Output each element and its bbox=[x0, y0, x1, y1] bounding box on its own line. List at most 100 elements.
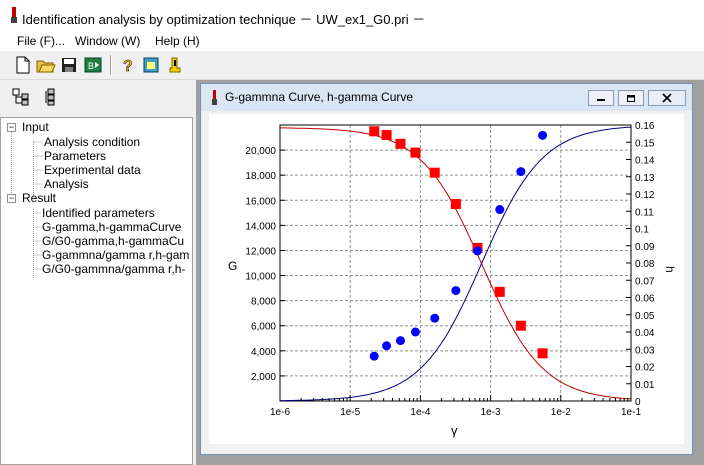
g-data-point bbox=[537, 348, 548, 359]
y-left-tick-label: 18,000 bbox=[245, 171, 276, 182]
tree-node-result[interactable]: Result bbox=[22, 191, 57, 205]
g-data-point bbox=[381, 130, 392, 141]
y-right-tick-label: 0.06 bbox=[635, 294, 655, 305]
h-data-point bbox=[410, 327, 420, 337]
tree-item-analysis-condition[interactable]: Analysis condition bbox=[44, 135, 141, 149]
tree-item-g-g0-gamma-ratio-curve[interactable]: G/G0-gammna/gamma r,h- bbox=[42, 262, 186, 276]
chart-window: G-gammna Curve, h-gamma Curve 1e-6 1e-5 1e… bbox=[200, 83, 693, 455]
app-icon bbox=[11, 7, 17, 23]
tree-item-g-g0-gamma-curve[interactable]: G/G0-gamma,h-gammaCu bbox=[42, 234, 185, 248]
new-file-icon[interactable] bbox=[12, 54, 34, 76]
h-data-point bbox=[382, 341, 392, 351]
tree-lines-input bbox=[11, 132, 43, 199]
toolbar-separator bbox=[110, 55, 112, 75]
tree-panel: − Input Analysis condition Parameters Ex… bbox=[0, 117, 193, 465]
chart-window-title: G-gammna Curve, h-gamma Curve bbox=[225, 90, 414, 104]
y-right-tick-label: 0.09 bbox=[635, 242, 655, 253]
x-tick-label: 1e-1 bbox=[621, 407, 641, 418]
tree-item-parameters[interactable]: Parameters bbox=[44, 149, 107, 163]
close-button[interactable] bbox=[648, 90, 686, 106]
y-right-tick-label: 0.04 bbox=[635, 328, 655, 339]
h-data-point bbox=[516, 167, 526, 177]
h-data-point bbox=[451, 286, 461, 296]
y-right-tick-label: 0.14 bbox=[635, 156, 655, 167]
g-data-point bbox=[450, 199, 461, 210]
g-data-point bbox=[429, 167, 440, 178]
svg-text:?: ? bbox=[123, 58, 133, 74]
chart-window-titlebar[interactable]: G-gammna Curve, h-gamma Curve bbox=[201, 84, 692, 111]
y-right-tick-label: 0.16 bbox=[635, 121, 655, 132]
y-right-tick-label: 0.12 bbox=[635, 190, 655, 201]
chart-markers bbox=[369, 126, 548, 361]
tree-node-input[interactable]: Input bbox=[22, 120, 49, 134]
chart-window-icon bbox=[212, 90, 217, 105]
y-right-tick-label: 0.03 bbox=[635, 345, 655, 356]
y-left-axis-label: G bbox=[228, 259, 237, 273]
x-tick-label: 1e-5 bbox=[340, 407, 360, 418]
g-data-point bbox=[395, 138, 406, 149]
main-toolbar: B ? bbox=[0, 51, 704, 80]
help-icon[interactable]: ? bbox=[117, 54, 139, 76]
y-right-tick-label: 0.01 bbox=[635, 380, 655, 391]
tree-item-g-gamma-ratio-curve[interactable]: G-gammna/gamma r,h-gam bbox=[42, 248, 190, 262]
chart-background bbox=[209, 114, 684, 444]
h-data-point bbox=[495, 205, 505, 215]
window-icon[interactable] bbox=[140, 54, 162, 76]
x-tick-label: 1e-6 bbox=[270, 407, 290, 418]
y-left-tick-label: 10,000 bbox=[245, 272, 276, 283]
tree-lines-result bbox=[33, 209, 41, 279]
x-tick-label: 1e-4 bbox=[410, 407, 430, 418]
minimize-button[interactable] bbox=[588, 90, 614, 106]
y-right-tick-label: 0.02 bbox=[635, 363, 655, 374]
tree-expand-icon[interactable] bbox=[10, 86, 32, 108]
svg-text:B: B bbox=[88, 61, 94, 71]
g-data-point bbox=[515, 320, 526, 331]
y-right-tick-label: 0.11 bbox=[635, 207, 654, 218]
h-data-point bbox=[538, 130, 548, 140]
menu-bar: File (F)... Window (W) Help (H) bbox=[0, 32, 704, 51]
export-icon[interactable]: B bbox=[82, 54, 104, 76]
y-left-tick-label: 20,000 bbox=[245, 146, 276, 157]
g-data-point bbox=[369, 126, 380, 137]
h-data-point bbox=[430, 313, 440, 323]
chart-axes: 1e-6 1e-5 1e-4 1e-3 1e-2 1e-1 2,000 4,000 6,000 8… bbox=[245, 121, 654, 418]
y-right-axis-label: h bbox=[663, 266, 677, 273]
tree-item-analysis[interactable]: Analysis bbox=[44, 177, 89, 191]
alert-icon[interactable] bbox=[164, 54, 186, 76]
restore-button[interactable] bbox=[618, 90, 644, 106]
y-left-tick-label: 14,000 bbox=[245, 221, 276, 232]
y-left-tick-label: 8,000 bbox=[251, 297, 276, 308]
x-tick-label: 1e-2 bbox=[551, 407, 571, 418]
y-left-tick-label: 2,000 bbox=[251, 372, 276, 383]
h-data-point bbox=[472, 246, 482, 256]
g-data-point bbox=[410, 147, 421, 158]
tree-item-experimental-data[interactable]: Experimental data bbox=[44, 163, 141, 177]
tree-collapse-icon[interactable] bbox=[42, 86, 64, 108]
y-right-tick-label: 0.05 bbox=[635, 311, 655, 322]
y-left-tick-label: 4,000 bbox=[251, 347, 276, 358]
y-right-tick-label: 0.13 bbox=[635, 173, 655, 184]
x-axis-label: γ bbox=[451, 423, 458, 438]
save-icon[interactable] bbox=[58, 54, 80, 76]
result-collapse-toggle[interactable]: − bbox=[7, 193, 16, 203]
menu-window[interactable]: Window (W) bbox=[75, 34, 141, 48]
y-right-tick-label: 0.1 bbox=[635, 225, 649, 236]
h-data-point bbox=[369, 351, 379, 361]
window-title: Identification analysis by optimization … bbox=[22, 12, 426, 27]
g-data-point bbox=[494, 286, 505, 297]
y-right-tick-label: 0.07 bbox=[635, 276, 655, 287]
tree-item-identified-parameters[interactable]: Identified parameters bbox=[42, 206, 155, 220]
y-left-tick-label: 16,000 bbox=[245, 196, 276, 207]
menu-help[interactable]: Help (H) bbox=[155, 34, 200, 48]
open-folder-icon[interactable] bbox=[35, 54, 57, 76]
h-data-point bbox=[395, 336, 405, 346]
y-right-tick-label: 0 bbox=[635, 397, 641, 408]
y-right-tick-label: 0.15 bbox=[635, 138, 655, 149]
menu-file[interactable]: File (F)... bbox=[17, 34, 65, 48]
title-bar: Identification analysis by optimization … bbox=[0, 0, 704, 32]
g-h-gamma-chart: 1e-6 1e-5 1e-4 1e-3 1e-2 1e-1 2,000 4,000 6,000 8… bbox=[209, 114, 684, 444]
tree-item-g-gamma-curve[interactable]: G-gamma,h-gammaCurve bbox=[42, 220, 182, 234]
input-collapse-toggle[interactable]: − bbox=[7, 122, 16, 132]
y-left-tick-label: 6,000 bbox=[251, 322, 276, 333]
tree-toolbar bbox=[0, 80, 196, 116]
